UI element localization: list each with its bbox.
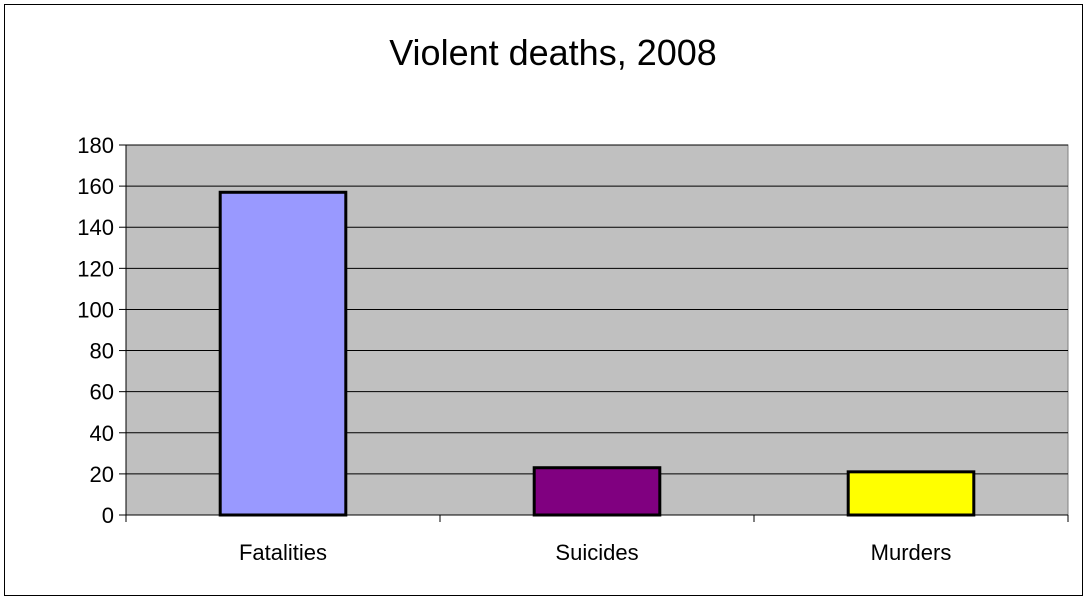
y-tick-label: 100 <box>77 297 114 322</box>
bar-murders <box>846 470 976 517</box>
category-label: Fatalities <box>239 540 327 565</box>
category-label: Murders <box>871 540 952 565</box>
y-tick-label: 80 <box>90 339 114 364</box>
axes <box>125 145 1069 522</box>
y-tick-label: 160 <box>77 174 114 199</box>
bar-suicides <box>532 466 662 517</box>
y-tick-label: 180 <box>77 133 114 158</box>
category-label: Suicides <box>555 540 638 565</box>
y-tick-label: 0 <box>102 503 114 528</box>
chart-title: Violent deaths, 2008 <box>389 32 717 73</box>
y-tick-label: 140 <box>77 215 114 240</box>
y-tick-label: 120 <box>77 256 114 281</box>
y-tick-label: 40 <box>90 421 114 446</box>
x-axis-categories: Fatalities Suicides Murders <box>239 540 951 565</box>
y-axis-ticks: 0 20 40 60 80 100 120 140 160 180 <box>77 133 126 528</box>
y-tick-label: 20 <box>90 462 114 487</box>
y-tick-label: 60 <box>90 380 114 405</box>
bar-fatalities <box>218 190 348 517</box>
